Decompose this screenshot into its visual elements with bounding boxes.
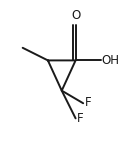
Text: OH: OH bbox=[102, 54, 120, 67]
Text: F: F bbox=[85, 96, 91, 109]
Text: O: O bbox=[71, 9, 80, 22]
Text: F: F bbox=[77, 112, 84, 126]
